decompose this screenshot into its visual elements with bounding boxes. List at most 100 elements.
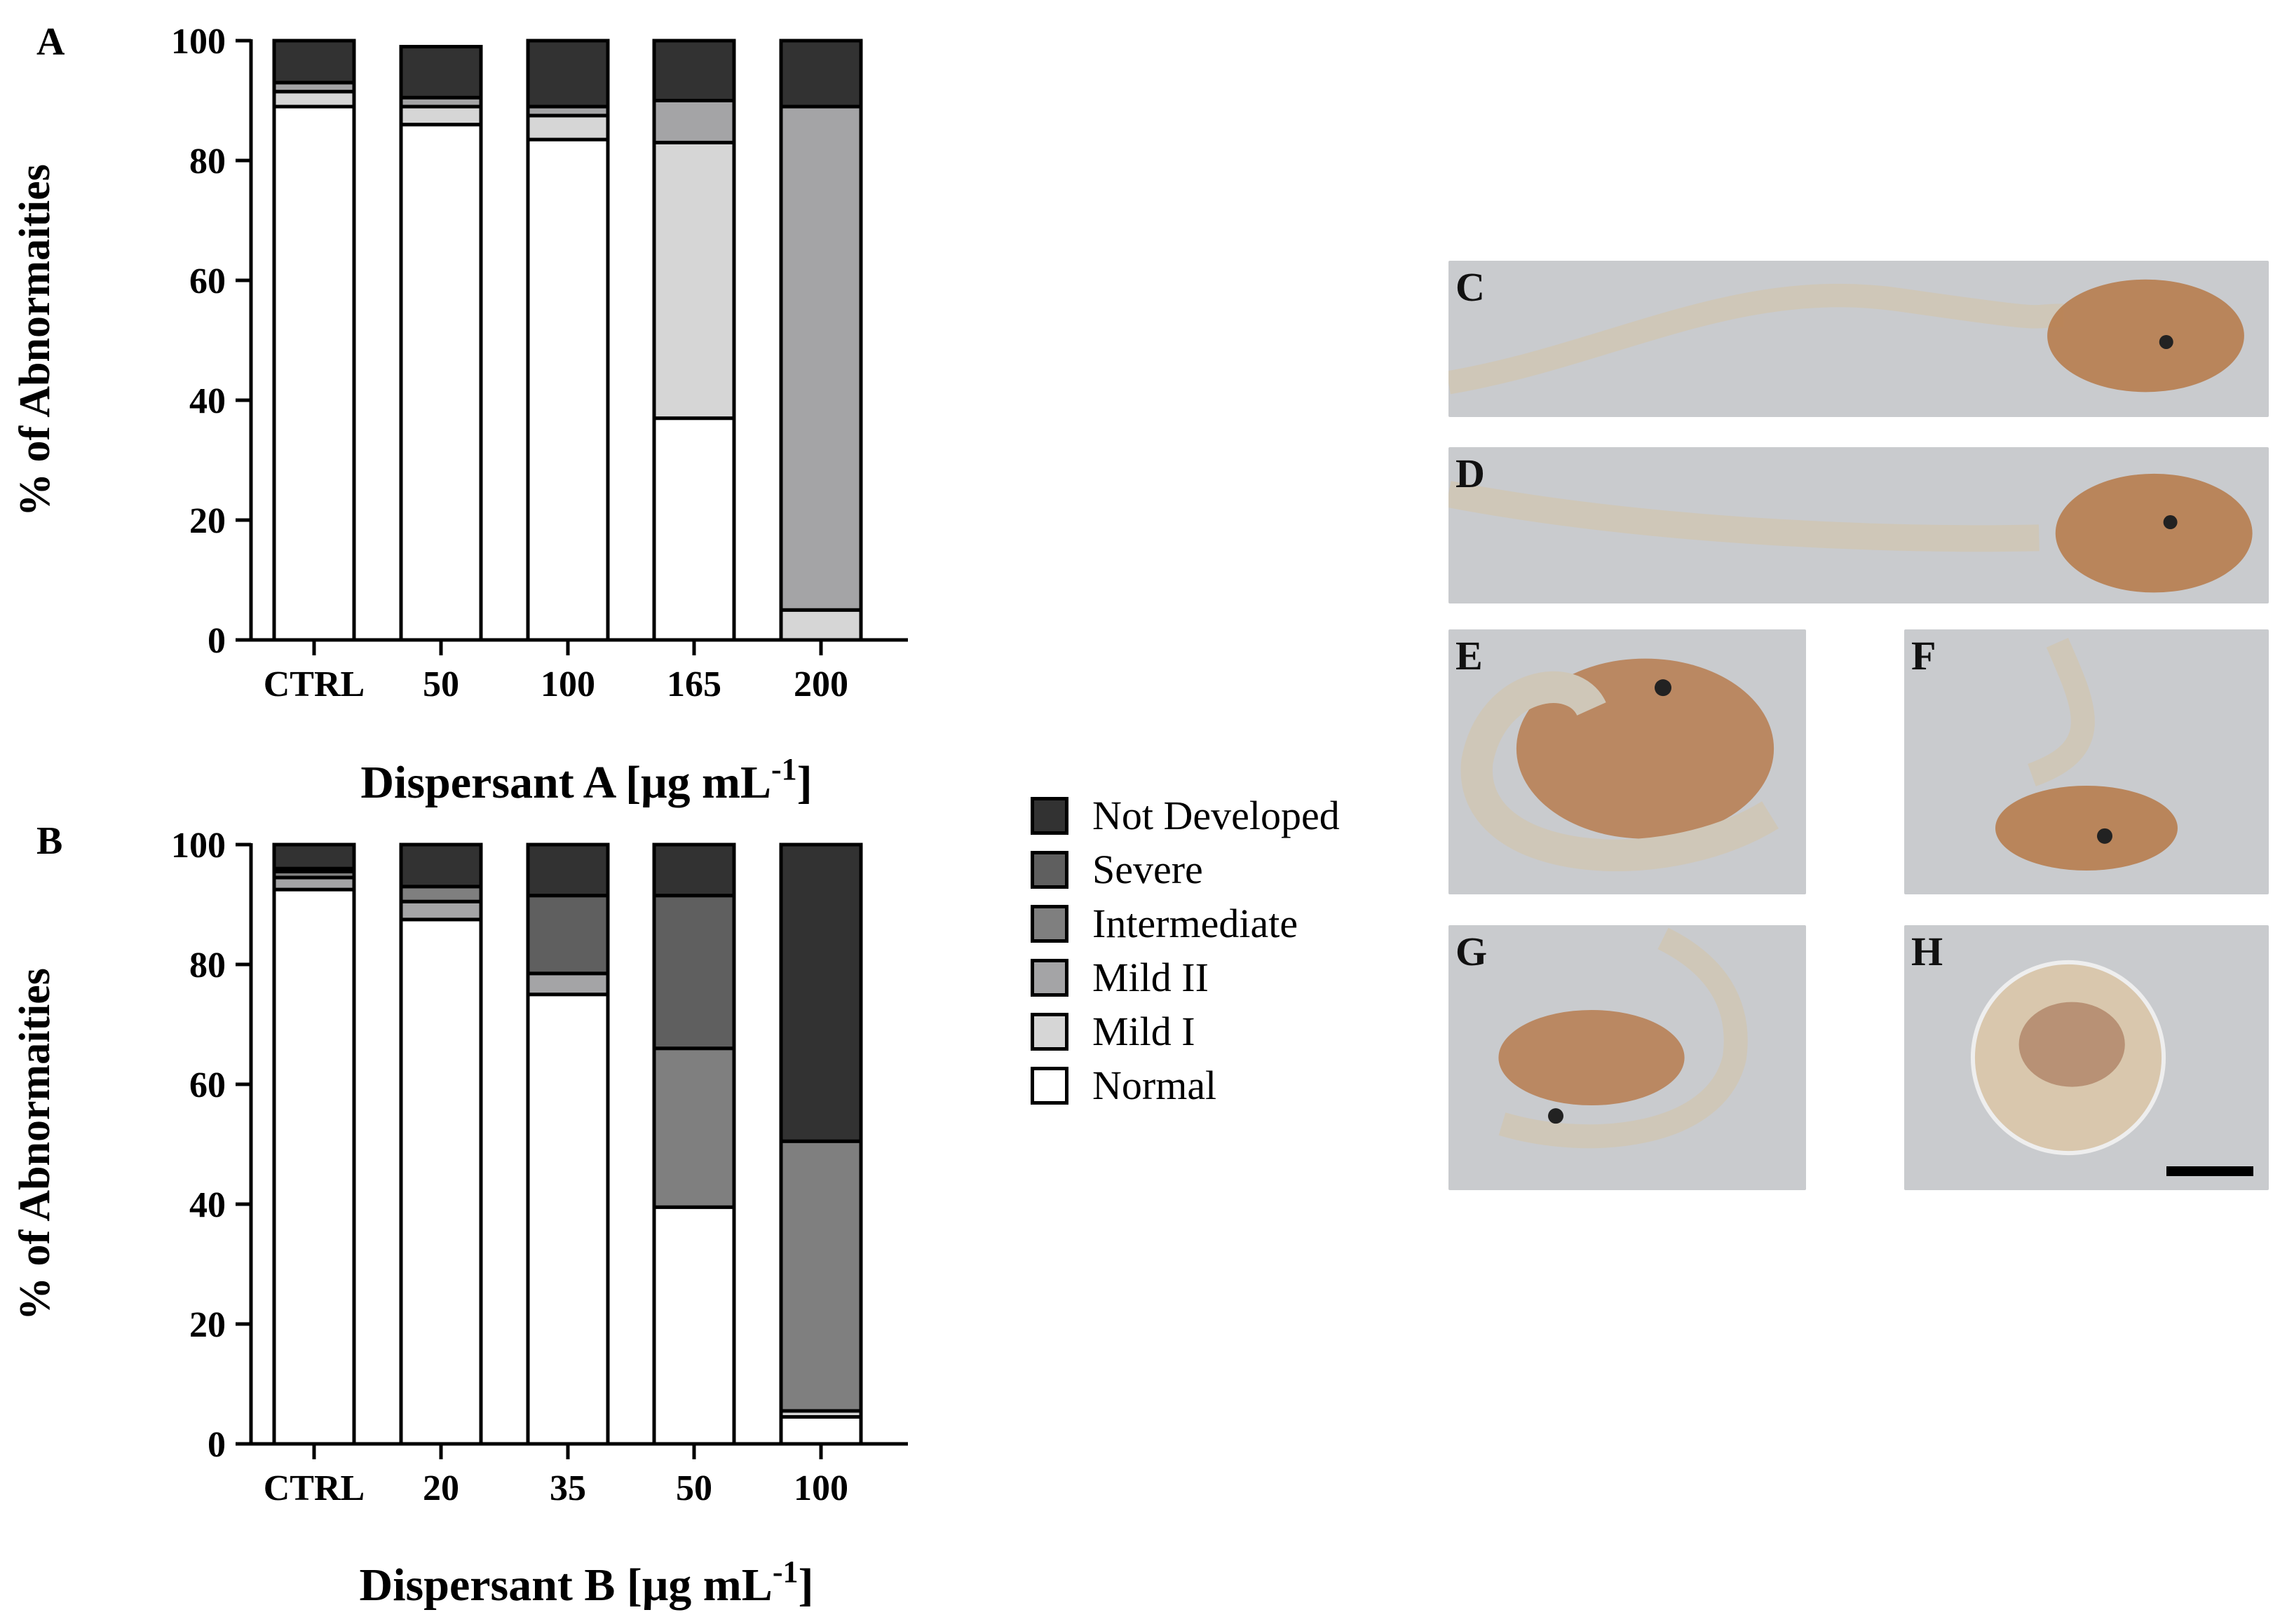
chart-b-y-tick-label: 80 <box>189 946 226 985</box>
chart-a-bar-not-developed-165 <box>652 39 736 102</box>
chart-a-bar-not-developed-50 <box>399 45 483 100</box>
micrograph-image <box>1498 927 1748 1149</box>
chart-b-x-tick-label: CTRL <box>264 1468 365 1508</box>
micrograph-image <box>1970 960 2166 1156</box>
micrograph-label: H <box>1911 929 1943 974</box>
chart-a-y-tick-label: 20 <box>189 501 226 541</box>
chart-b-bar-not-developed-ctrl <box>272 842 356 871</box>
chart-b-x-tick-label: 20 <box>423 1468 459 1508</box>
micrograph-h: H <box>1904 925 2269 1190</box>
chart-b-y-tick-label: 40 <box>189 1185 226 1225</box>
chart-b-y-tick-label: 60 <box>189 1065 226 1105</box>
chart-b-bar-not-developed-35 <box>526 842 610 898</box>
micrograph-image <box>1995 638 2178 871</box>
micrograph-label: F <box>1911 633 1936 678</box>
chart-a-x-axis-title-end: ] <box>797 757 813 808</box>
chart-b-bar-not-developed-100 <box>779 842 863 1143</box>
chart-b-x-axis-title-end: ] <box>798 1560 813 1611</box>
chart-a-y-tick-label: 0 <box>208 621 226 661</box>
legend: Not Developed Severe Intermediate Mild II Mi… <box>1031 789 1340 1112</box>
legend-swatch <box>1031 850 1068 889</box>
chart-a-x-axis-title-main: Dispersant A [μg mL <box>360 757 771 808</box>
legend-label: Not Developed <box>1092 793 1340 838</box>
chart-a-y-tick-label: 40 <box>189 381 226 421</box>
chart-a-bar-normal-100 <box>526 137 610 642</box>
legend-item: Severe <box>1031 842 1340 896</box>
chart-b-y-axis-title: % of Abnormaities <box>11 968 59 1321</box>
chart-a-bar-mild-i-200 <box>779 608 863 642</box>
chart-b-bar-not-developed-50 <box>652 842 736 898</box>
legend-label: Mild I <box>1092 1009 1195 1054</box>
legend-swatch <box>1031 904 1068 943</box>
chart-b-bar-severe-35 <box>526 894 610 976</box>
chart-a-x-tick-label: 100 <box>541 664 595 704</box>
legend-label: Normal <box>1092 1063 1217 1108</box>
micrograph-g: G <box>1448 925 1806 1190</box>
legend-item: Mild II <box>1031 950 1340 1004</box>
chart-a-bar-normal-ctrl <box>272 104 356 642</box>
legend-swatch <box>1031 1012 1068 1051</box>
legend-item: Normal <box>1031 1058 1340 1112</box>
chart-a-bar-mild-i-50 <box>399 104 483 127</box>
legend-label: Mild II <box>1092 955 1209 1000</box>
chart-b-y-tick-label: 100 <box>171 826 226 866</box>
micrograph-d: D <box>1448 447 2269 603</box>
chart-a-y-tick-label: 100 <box>171 22 226 62</box>
micrograph-label: G <box>1455 929 1488 974</box>
chart-b-bar-mild-ii-35 <box>526 971 610 997</box>
legend-item: Intermediate <box>1031 896 1340 950</box>
scale-bar <box>2166 1166 2253 1176</box>
chart-b-x-tick-label: 100 <box>794 1468 848 1508</box>
micrograph-label: D <box>1455 451 1485 496</box>
micrograph-e: E <box>1448 629 1806 894</box>
chart-b-y-tick-label: 0 <box>208 1425 226 1465</box>
chart-a-x-tick-label: CTRL <box>264 664 365 704</box>
chart-a-bar-mild-i-ctrl <box>272 90 356 109</box>
chart-b-bar-not-developed-20 <box>399 842 483 889</box>
chart-b-bar-normal-35 <box>526 992 610 1446</box>
chart-b-x-axis-title-main: Dispersant B [μg mL <box>360 1560 773 1611</box>
chart-a-bar-not-developed-ctrl <box>272 39 356 85</box>
chart-b-bar-normal-20 <box>399 917 483 1446</box>
legend-swatch <box>1031 796 1068 835</box>
legend-label: Intermediate <box>1092 901 1298 946</box>
chart-a-y-tick-label: 80 <box>189 142 226 182</box>
chart-b-x-axis-title: Dispersant B [μg mL-1] <box>360 1555 814 1611</box>
chart-b-bar-severe-50 <box>652 894 736 1051</box>
micrograph-c: C <box>1448 261 2269 417</box>
chart-b-x-axis-title-sup: -1 <box>773 1555 799 1589</box>
chart-a-x-tick-label: 200 <box>794 664 848 704</box>
chart-a-bar-not-developed-200 <box>779 39 863 109</box>
chart-a-bar-mild-i-100 <box>526 114 610 142</box>
chart-b-bar-intermediate-50 <box>652 1046 736 1209</box>
chart-a-bar-mild-ii-165 <box>652 99 736 144</box>
micrograph-f: F <box>1904 629 2269 894</box>
legend-item: Mild I <box>1031 1004 1340 1058</box>
chart-a-bar-normal-165 <box>652 416 736 642</box>
legend-swatch <box>1031 958 1068 997</box>
chart-a-bar-mild-i-165 <box>652 140 736 421</box>
chart-b-y-tick-label: 20 <box>189 1305 226 1345</box>
chart-b-bar-intermediate-100 <box>779 1139 863 1413</box>
micrograph-image <box>1448 279 2244 395</box>
micrograph-label: C <box>1455 264 1485 310</box>
chart-a-y-axis-title: % of Abnormaities <box>11 164 59 517</box>
chart-b-x-tick-label: 35 <box>550 1468 586 1508</box>
chart-b-bar-normal-ctrl <box>272 887 356 1446</box>
chart-b-bar-normal-100 <box>779 1415 863 1446</box>
chart-b-bar-mild-ii-ctrl <box>272 875 356 892</box>
chart-b-x-tick-label: 50 <box>676 1468 712 1508</box>
legend-swatch <box>1031 1066 1068 1105</box>
chart-a: A 0 20 40 60 80 100 CTRL 50 100 165 200 Dispersant A… <box>11 20 908 808</box>
chart-b-bar-intermediate-20 <box>399 885 483 903</box>
micrograph-image <box>1448 473 2253 593</box>
chart-b: B 0 20 40 60 80 100 CTRL 20 35 50 100 Dispersant B [… <box>11 819 908 1611</box>
chart-a-y-tick-label: 60 <box>189 261 226 301</box>
chart-a-panel-label: A <box>36 20 65 64</box>
legend-label: Severe <box>1092 847 1203 892</box>
chart-a-bar-mild-ii-200 <box>779 104 863 612</box>
micrograph-label: E <box>1455 633 1483 678</box>
chart-a-bar-normal-50 <box>399 123 483 642</box>
legend-item: Not Developed <box>1031 789 1340 842</box>
micrograph-image <box>1460 658 1779 872</box>
